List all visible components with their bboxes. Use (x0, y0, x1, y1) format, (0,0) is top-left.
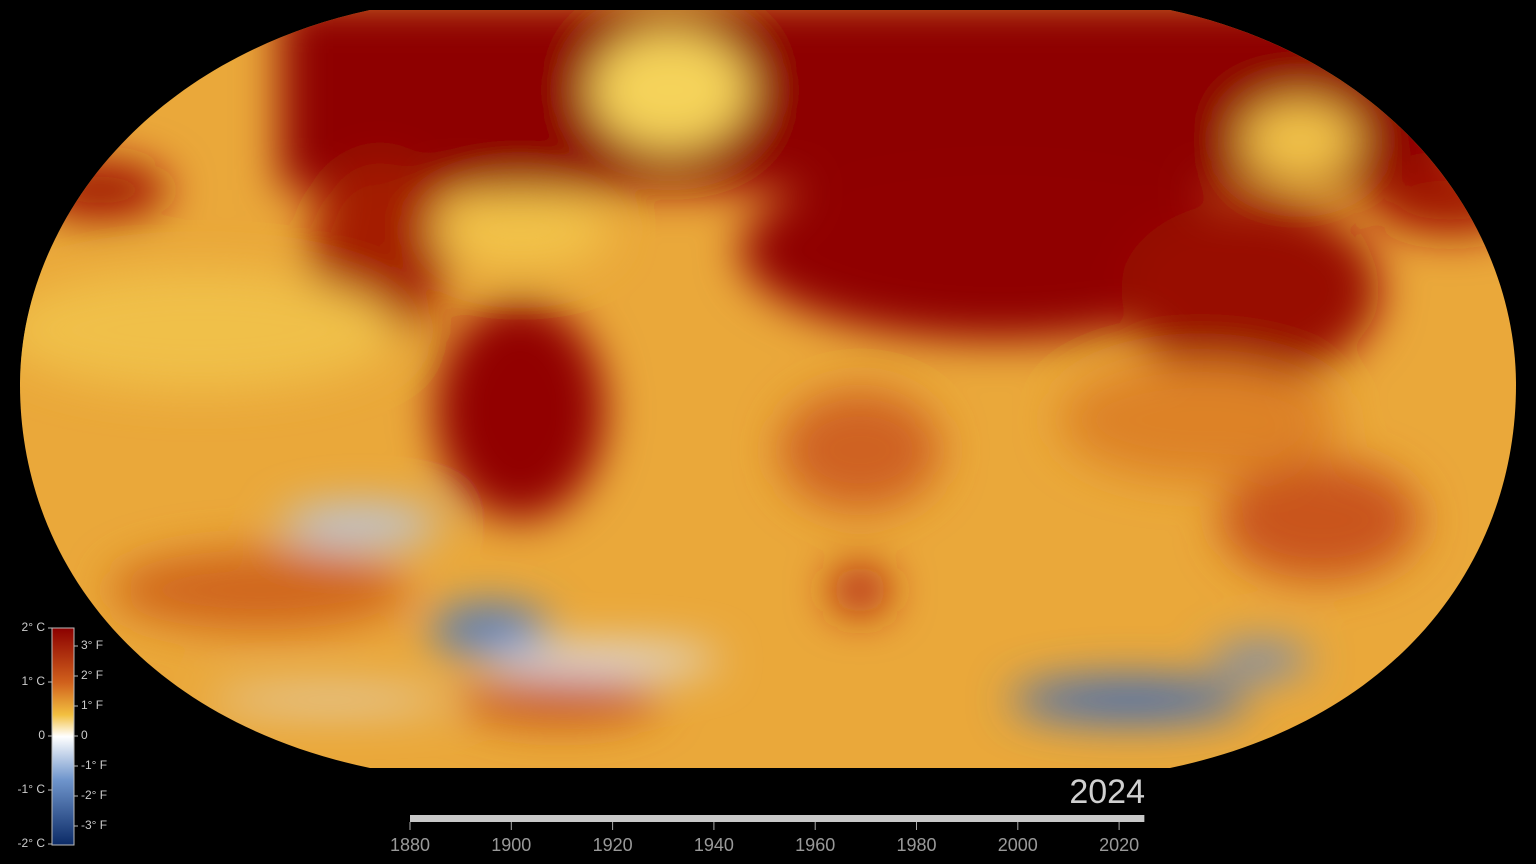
fahrenheit-label: -3° F (81, 818, 107, 832)
fahrenheit-label: 3° F (81, 638, 103, 652)
celsius-label: -2° C (18, 836, 46, 850)
timeline-label: 1900 (491, 835, 531, 855)
celsius-label: 1° C (22, 674, 46, 688)
celsius-label: 2° C (22, 620, 46, 634)
temperature-map (20, 10, 1516, 768)
fahrenheit-label: 0 (81, 728, 88, 742)
fahrenheit-label: 2° F (81, 668, 103, 682)
timeline: 2024 1880 1900 1920 1940 1960 1980 2000 2020 (390, 773, 1145, 855)
timeline-label: 1940 (694, 835, 734, 855)
fahrenheit-label: -2° F (81, 788, 107, 802)
legend: 2° C 1° C 0 -1° C -2° C 3° F 2° F 1° F 0 -1° F -2°… (18, 620, 108, 850)
timeline-label: 1920 (593, 835, 633, 855)
timeline-label: 1980 (896, 835, 936, 855)
fahrenheit-label: -1° F (81, 758, 107, 772)
celsius-label: 0 (38, 728, 45, 742)
color-scale (51, 627, 75, 846)
fahrenheit-label: 1° F (81, 698, 103, 712)
timeline-label: 1880 (390, 835, 430, 855)
celsius-label: -1° C (18, 782, 46, 796)
current-year: 2024 (1069, 773, 1145, 811)
timeline-progress (410, 815, 1145, 822)
timeline-label: 2000 (998, 835, 1038, 855)
timeline-label: 2020 (1099, 835, 1139, 855)
timeline-label: 1960 (795, 835, 835, 855)
